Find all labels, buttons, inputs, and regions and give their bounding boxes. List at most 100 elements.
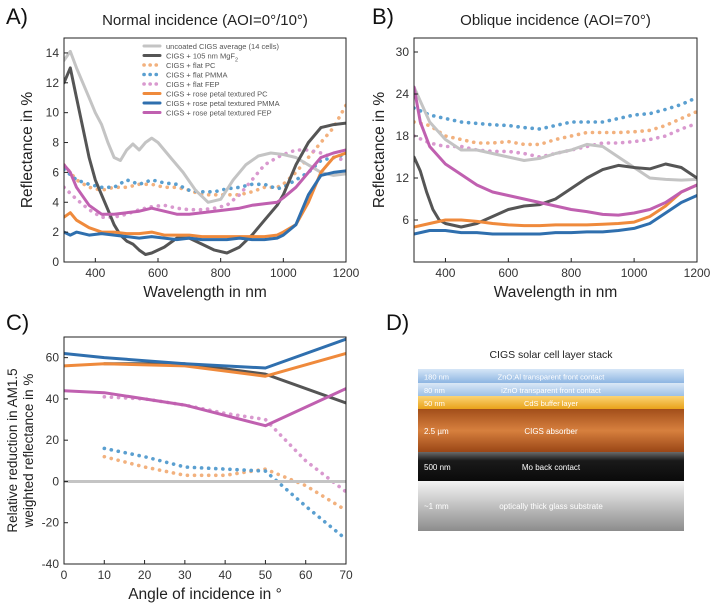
layer-mo <box>418 452 684 481</box>
layer-izno <box>418 383 684 396</box>
series-line <box>102 394 346 494</box>
series-line <box>64 169 346 242</box>
series-line <box>64 103 346 197</box>
y-axis-label: Reflectance in % <box>19 92 36 209</box>
y-axis-label: Relative reduction in AM1.5 <box>5 368 20 532</box>
layer-thickness-label: 180 nm <box>424 373 449 382</box>
series-line <box>102 454 346 513</box>
y-tick-label: 2 <box>52 225 59 239</box>
y-tick-label: 30 <box>396 45 410 59</box>
y-tick-label: 0 <box>52 474 59 488</box>
y-tick-label: 12 <box>396 171 410 185</box>
layer-cds <box>418 396 684 409</box>
y-tick-label: 6 <box>402 213 409 227</box>
legend: uncoated CIGS average (14 cells)CIGS + 1… <box>142 42 280 118</box>
series-line <box>414 85 697 217</box>
panel-label-c: C) <box>6 310 29 335</box>
y-tick-label: 0 <box>52 255 59 269</box>
series-line <box>414 155 697 229</box>
layer-thickness-label: 500 nm <box>424 463 451 472</box>
x-axis-label: Angle of incidence in ° <box>128 586 282 603</box>
series-line <box>64 352 346 378</box>
y-axis-label: weighted reflectance in % <box>21 374 36 529</box>
series-line <box>414 121 697 159</box>
x-tick-label: 50 <box>259 568 273 582</box>
y-tick-label: 14 <box>46 46 60 60</box>
layer-thickness-label: 50 nm <box>424 399 445 408</box>
chart-panel-a: 400 600 800 1000 1200 0 2 4 6 8 10 12 14 Normal incid… <box>19 12 360 301</box>
y-tick-label: 18 <box>396 129 410 143</box>
legend-label: CIGS + rose petal textured PC <box>166 90 268 99</box>
chart-panel-c: 0 10 20 30 40 50 60 70 -40 -20 0 20 40 60 Angle of inc… <box>5 336 353 603</box>
layer-zno-al <box>418 369 684 383</box>
series-line <box>414 183 697 229</box>
y-tick-label: 10 <box>46 106 60 120</box>
layer-name-label: iZnO transparent front contact <box>501 386 602 395</box>
x-tick-label: 70 <box>339 568 353 582</box>
legend-label: CIGS + rose petal textured FEP <box>166 109 272 118</box>
chart-title: Oblique incidence (AOI=70°) <box>460 12 651 29</box>
layer-name-label: CIGS absorber <box>524 427 578 436</box>
series-line <box>414 194 697 236</box>
y-tick-label: 4 <box>52 195 59 209</box>
plot-frame <box>63 37 347 263</box>
x-tick-label: 40 <box>218 568 232 582</box>
layer-glass <box>418 481 684 531</box>
y-tick-label: 60 <box>46 351 60 365</box>
legend-label: uncoated CIGS average (14 cells) <box>166 42 279 51</box>
panel-label-a: A) <box>6 4 28 29</box>
x-tick-label: 800 <box>211 266 231 280</box>
plot-frame <box>63 336 347 565</box>
x-tick-label: 20 <box>138 568 152 582</box>
series-line <box>64 152 346 194</box>
x-axis-label: Wavelength in nm <box>143 284 267 301</box>
y-tick-label: 6 <box>52 165 59 179</box>
x-tick-label: 400 <box>435 266 455 280</box>
legend-label: CIGS + rose petal textured PMMA <box>166 99 280 108</box>
chart-title: Normal incidence (AOI=0°/10°) <box>102 12 308 29</box>
x-tick-label: 800 <box>561 266 581 280</box>
x-axis-label: Wavelength in nm <box>494 284 618 301</box>
x-tick-label: 600 <box>498 266 518 280</box>
x-tick-label: 10 <box>98 568 112 582</box>
layer-cigs <box>418 409 684 452</box>
series-line <box>64 337 346 370</box>
panel-label-b: B) <box>372 4 394 29</box>
y-tick-label: 12 <box>46 76 60 90</box>
x-tick-label: 1000 <box>270 266 297 280</box>
x-tick-label: 1000 <box>621 266 648 280</box>
series-line <box>414 95 697 131</box>
legend-label: CIGS + flat PMMA <box>166 71 227 80</box>
y-tick-label: 40 <box>46 392 60 406</box>
x-tick-label: 0 <box>61 568 68 582</box>
panel-label-d: D) <box>386 310 409 335</box>
x-tick-label: 1200 <box>333 266 360 280</box>
y-tick-label: 20 <box>46 433 60 447</box>
series-line <box>64 66 346 256</box>
layer-name-label: optically thick glass substrate <box>499 502 603 511</box>
y-tick-label: -20 <box>42 516 60 530</box>
series-line <box>64 49 346 204</box>
series-line <box>414 109 697 147</box>
plot-frame <box>413 37 698 263</box>
x-tick-label: 400 <box>85 266 105 280</box>
series-line <box>414 85 697 182</box>
layer-name-label: CdS buffer layer <box>524 399 579 408</box>
y-tick-label: 8 <box>52 136 59 150</box>
x-tick-label: 30 <box>178 568 192 582</box>
layer-stack-title: CIGS solar cell layer stack <box>489 349 613 361</box>
x-tick-label: 600 <box>148 266 168 280</box>
y-axis-label: Reflectance in % <box>371 92 388 209</box>
layer-stack-diagram: CIGS solar cell layer stack 180 nm ZnO:A… <box>418 349 684 531</box>
layer-name-label: ZnO:Al transparent front contact <box>498 373 606 382</box>
layer-name-label: Mo back contact <box>522 463 581 472</box>
layer-thickness-label: 80 nm <box>424 386 445 395</box>
chart-panel-b: 400 600 800 1000 1200 6 12 18 24 30 Oblique incide… <box>371 12 711 301</box>
series-line <box>64 151 346 239</box>
x-tick-label: 1200 <box>684 266 711 280</box>
y-tick-label: -40 <box>42 557 60 571</box>
series-line <box>64 387 346 428</box>
legend-label: CIGS + flat PC <box>166 61 216 70</box>
x-tick-label: 60 <box>299 568 313 582</box>
